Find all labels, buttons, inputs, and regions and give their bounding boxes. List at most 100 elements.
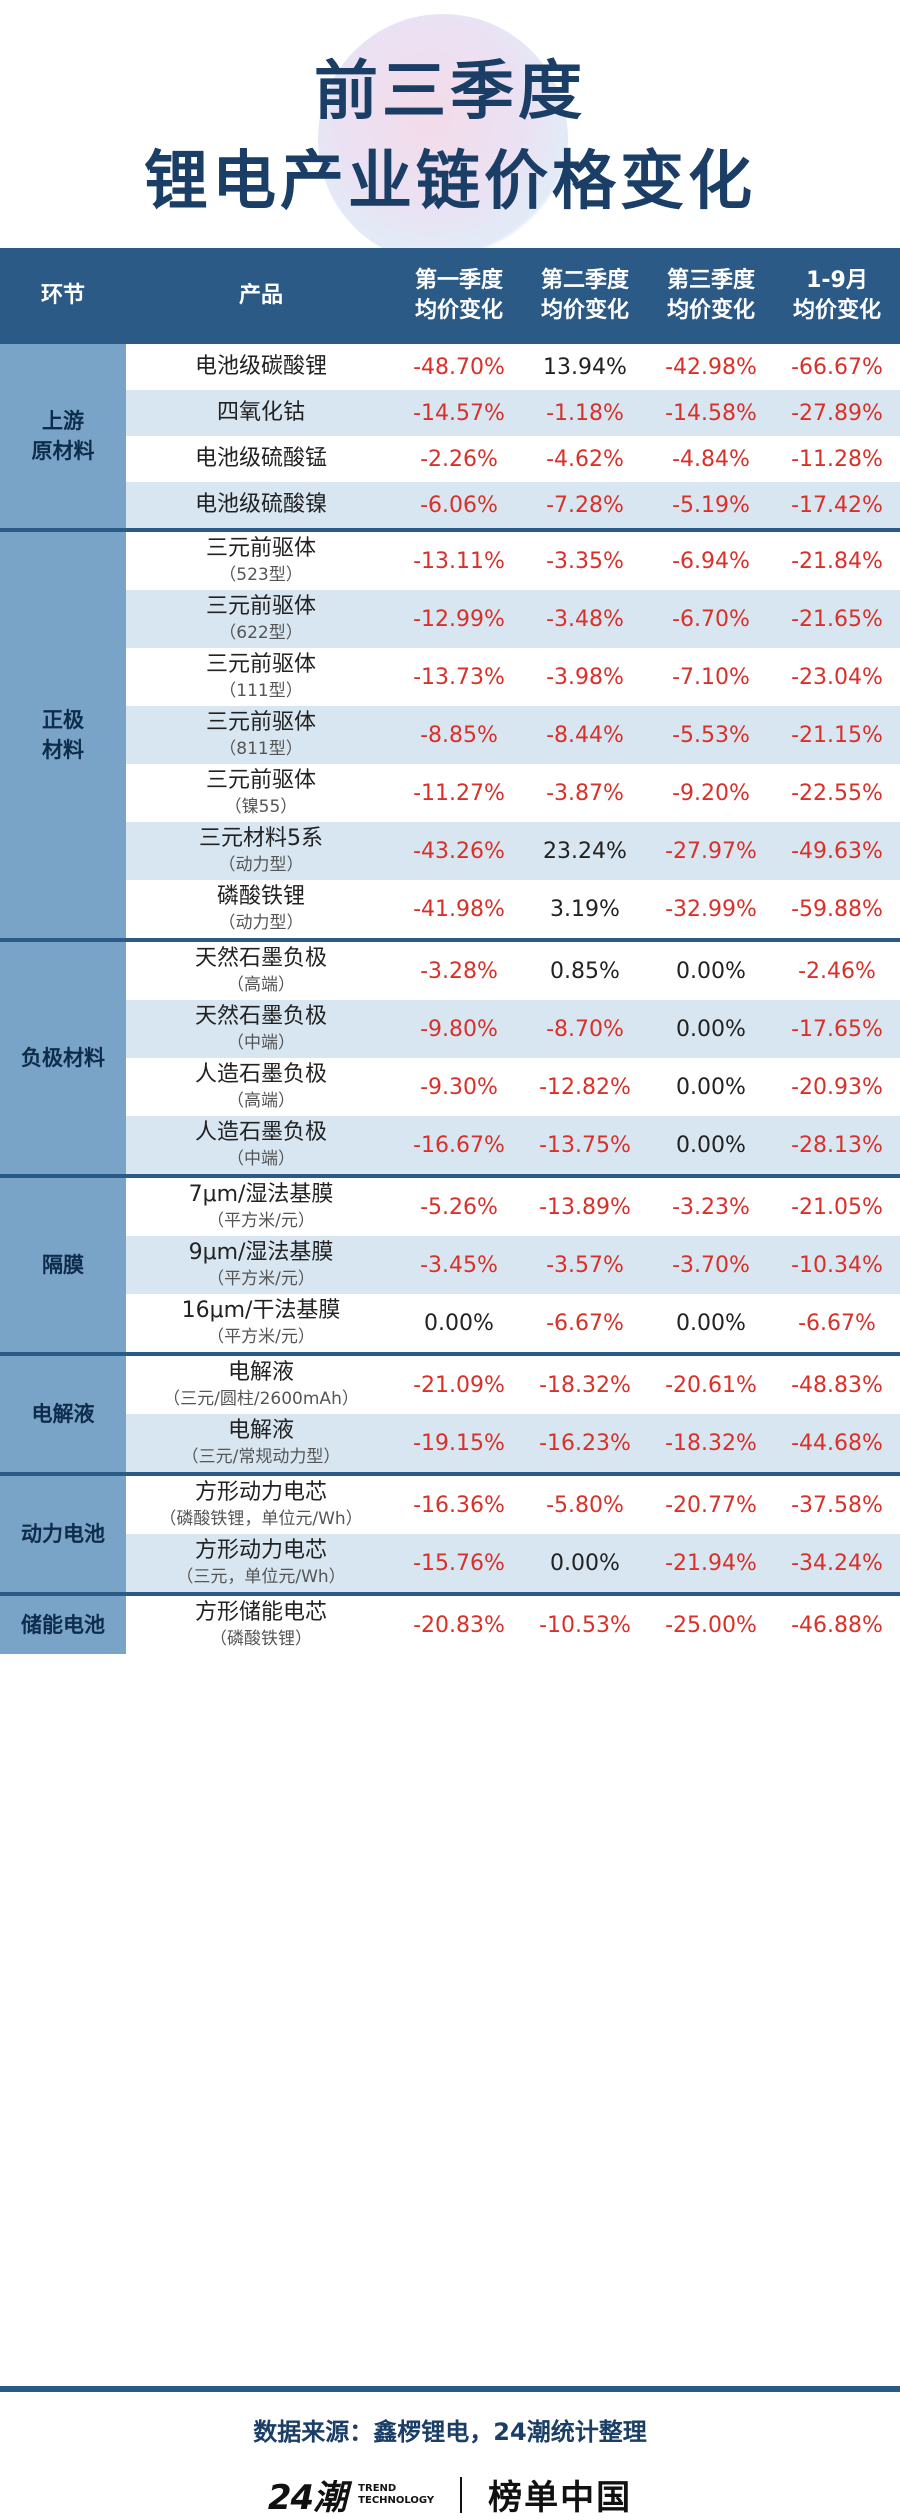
q2-change-cell: -3.35% — [546, 548, 624, 574]
product-cell: 三元前驱体 （811型） — [126, 706, 396, 764]
ytd-change-cell: -27.89% — [791, 400, 883, 426]
product-spec: （磷酸铁锂，单位元/Wh） — [159, 1509, 363, 1529]
q2-change-cell: 3.19% — [550, 896, 620, 922]
brand-divider — [460, 2476, 463, 2513]
q1-change-cell: -9.30% — [420, 1074, 498, 1100]
group-separator — [0, 528, 900, 532]
q1-change-cell: -43.26% — [413, 838, 505, 864]
q2-change-cell: -6.67% — [546, 1310, 624, 1336]
q3-change-cell: -4.84% — [672, 446, 750, 472]
table-row: 电解液 （三元/圆柱/2600mAh） -21.09% -18.32% -20.61% -… — [126, 1356, 900, 1414]
product-name: 电解液 — [227, 1418, 294, 1443]
q2-change-cell: -4.62% — [546, 446, 624, 472]
ytd-change-cell: -59.88% — [791, 896, 883, 922]
q2-change-cell: -18.32% — [539, 1372, 631, 1398]
q2-change-cell: 0.85% — [550, 958, 620, 984]
q3-change-cell: -3.70% — [672, 1252, 750, 1278]
product-name: 三元前驱体 — [205, 768, 316, 793]
q1-change-cell: -16.67% — [413, 1132, 505, 1158]
product-name: 电解液 — [227, 1360, 294, 1385]
q2-change-cell: -13.89% — [539, 1194, 631, 1220]
q3-change-cell: 0.00% — [676, 958, 746, 984]
group-label: 正极 材料 — [0, 532, 126, 938]
group-label: 电解液 — [0, 1356, 126, 1472]
product-cell: 天然石墨负极 （高端） — [126, 942, 396, 1000]
q2-change-cell: -5.80% — [546, 1492, 624, 1518]
q1-change-cell: -13.73% — [413, 664, 505, 690]
product-cell: 方形动力电芯 （磷酸铁锂，单位元/Wh） — [126, 1476, 396, 1534]
ytd-change-cell: -23.04% — [791, 664, 883, 690]
ytd-change-cell: -2.46% — [798, 958, 876, 984]
ytd-change-cell: -17.42% — [791, 492, 883, 518]
table-row: 方形动力电芯 （磷酸铁锂，单位元/Wh） -16.36% -5.80% -20.77% -… — [126, 1476, 900, 1534]
ytd-change-cell: -21.15% — [791, 722, 883, 748]
product-spec: （三元/常规动力型） — [181, 1447, 341, 1467]
table-row: 三元材料5系 （动力型） -43.26% 23.24% -27.97% -49.63% — [126, 822, 900, 880]
q1-change-cell: -48.70% — [413, 354, 505, 380]
ytd-change-cell: -21.65% — [791, 606, 883, 632]
product-name: 四氧化钴 — [216, 400, 305, 425]
q1-change-cell: -12.99% — [413, 606, 505, 632]
group-label: 上游 原材料 — [0, 344, 126, 528]
q1-change-cell: -20.83% — [413, 1612, 505, 1638]
ytd-change-cell: -34.24% — [791, 1550, 883, 1576]
product-cell: 9μm/湿法基膜 （平方米/元） — [126, 1236, 396, 1294]
q1-change-cell: -21.09% — [413, 1372, 505, 1398]
q1-change-cell: -9.80% — [420, 1016, 498, 1042]
q2-change-cell: 0.00% — [550, 1550, 620, 1576]
q2-change-cell: 23.24% — [543, 838, 627, 864]
table-row: 电池级碳酸锂 -48.70% 13.94% -42.98% -66.67% — [126, 344, 900, 390]
ytd-change-cell: -46.88% — [791, 1612, 883, 1638]
q2-change-cell: -10.53% — [539, 1612, 631, 1638]
product-cell: 人造石墨负极 （中端） — [126, 1116, 396, 1174]
q3-change-cell: -5.19% — [672, 492, 750, 518]
q1-change-cell: -14.57% — [413, 400, 505, 426]
q1-change-cell: -19.15% — [413, 1430, 505, 1456]
table-row: 三元前驱体 （811型） -8.85% -8.44% -5.53% -21.15% — [126, 706, 900, 764]
table-row: 9μm/湿法基膜 （平方米/元） -3.45% -3.57% -3.70% -10.34% — [126, 1236, 900, 1294]
table-row: 电池级硫酸锰 -2.26% -4.62% -4.84% -11.28% — [126, 436, 900, 482]
q3-change-cell: 0.00% — [676, 1016, 746, 1042]
q2-change-cell: -8.44% — [546, 722, 624, 748]
table-header: 环节 产品 第一季度 均价变化 第二季度 均价变化 第三季度 均价变化 1-9月… — [0, 248, 900, 344]
product-name: 人造石墨负极 — [194, 1120, 327, 1145]
ytd-change-cell: -21.84% — [791, 548, 883, 574]
header-product: 产品 — [238, 283, 283, 308]
product-cell: 电池级硫酸镍 — [126, 482, 396, 528]
q3-change-cell: -32.99% — [665, 896, 757, 922]
product-cell: 三元材料5系 （动力型） — [126, 822, 396, 880]
product-name: 电池级碳酸锂 — [194, 354, 327, 379]
q3-change-cell: -5.53% — [672, 722, 750, 748]
q3-change-cell: 0.00% — [676, 1132, 746, 1158]
title-line-2: 锂电产业链价格变化 — [144, 145, 756, 219]
q3-change-cell: -9.20% — [672, 780, 750, 806]
q1-change-cell: -2.26% — [420, 446, 498, 472]
brand-logos: 24潮 TREND TECHNOLOGY 榜单中国 — [0, 2470, 900, 2519]
product-name: 电池级硫酸锰 — [194, 446, 327, 471]
product-name: 三元前驱体 — [205, 536, 316, 561]
brand-24chao-logo: 24潮 — [267, 2478, 347, 2518]
product-spec: （平方米/元） — [207, 1327, 315, 1347]
product-name: 磷酸铁锂 — [216, 884, 305, 909]
table-row: 人造石墨负极 （中端） -16.67% -13.75% 0.00% -28.13% — [126, 1116, 900, 1174]
q3-change-cell: -6.94% — [672, 548, 750, 574]
ytd-change-cell: -22.55% — [791, 780, 883, 806]
product-cell: 电解液 （三元/圆柱/2600mAh） — [126, 1356, 396, 1414]
product-name: 三元前驱体 — [205, 710, 316, 735]
table-row: 天然石墨负极 （高端） -3.28% 0.85% 0.00% -2.46% — [126, 942, 900, 1000]
q1-change-cell: -8.85% — [420, 722, 498, 748]
q2-change-cell: 13.94% — [543, 354, 627, 380]
product-name: 16μm/干法基膜 — [181, 1298, 341, 1323]
header-segment: 环节 — [40, 283, 85, 308]
page-header: 前三季度 锂电产业链价格变化 — [0, 0, 900, 264]
product-cell: 16μm/干法基膜 （平方米/元） — [126, 1294, 396, 1352]
ytd-change-cell: -10.34% — [791, 1252, 883, 1278]
product-spec: （动力型） — [218, 913, 304, 933]
product-cell: 人造石墨负极 （高端） — [126, 1058, 396, 1116]
product-cell: 三元前驱体 （622型） — [126, 590, 396, 648]
product-name: 三元前驱体 — [205, 652, 316, 677]
product-name: 方形动力电芯 — [194, 1480, 327, 1505]
table-row: 天然石墨负极 （中端） -9.80% -8.70% 0.00% -17.65% — [126, 1000, 900, 1058]
product-spec: （平方米/元） — [207, 1211, 315, 1231]
product-cell: 电解液 （三元/常规动力型） — [126, 1414, 396, 1472]
